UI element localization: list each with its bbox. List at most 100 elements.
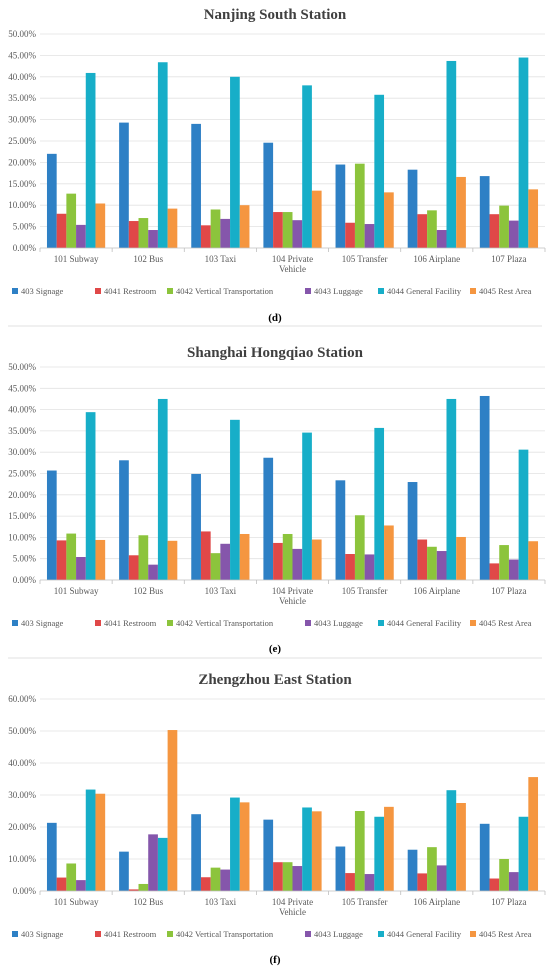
legend-swatch xyxy=(167,931,173,937)
bar xyxy=(311,190,322,248)
bar xyxy=(518,816,529,891)
chart-panel-2: Shanghai Hongqiao Station 0.00% 5.00% 10.00… xyxy=(8,325,546,655)
bar xyxy=(220,543,231,580)
x-tick-label: 107 Plaza xyxy=(491,897,526,907)
bar xyxy=(417,539,428,580)
legend-swatch xyxy=(12,620,18,626)
bar xyxy=(210,553,221,580)
bar xyxy=(528,541,539,580)
y-tick-label: 15.00% xyxy=(8,511,36,521)
legend-label: 4045 Rest Area xyxy=(479,929,532,939)
bar xyxy=(345,554,355,580)
bar xyxy=(407,849,418,891)
x-tick-label: 107 Plaza xyxy=(491,586,526,596)
y-tick-label: 10.00% xyxy=(8,854,36,864)
legend-label: 403 Signage xyxy=(21,618,63,628)
bar xyxy=(311,539,322,580)
bar xyxy=(56,213,67,248)
bar xyxy=(95,539,106,580)
legend-label: 4042 Vertical Transportation xyxy=(176,618,274,628)
bar xyxy=(167,208,178,248)
bar xyxy=(417,214,428,248)
y-tick-label: 20.00% xyxy=(8,822,36,832)
bar xyxy=(499,859,509,891)
y-tick-label: 35.00% xyxy=(8,426,36,436)
bar xyxy=(374,816,385,891)
legend-swatch xyxy=(95,620,101,626)
bar xyxy=(273,542,283,580)
x-tick-label: 101 Subway xyxy=(54,897,99,907)
bar xyxy=(374,427,385,580)
bar xyxy=(489,878,500,891)
chart-title: Zhengzhou East Station xyxy=(198,672,352,688)
bar xyxy=(167,730,178,891)
chart-panel-3: Zhengzhou East Station 0.00% 10.00% 20.00% 3… xyxy=(8,657,546,966)
y-tick-label: 45.00% xyxy=(8,383,36,393)
bar xyxy=(85,72,96,248)
bar xyxy=(119,851,129,891)
bar xyxy=(456,803,466,891)
bar xyxy=(138,883,149,891)
bar xyxy=(335,846,346,891)
bar xyxy=(345,222,355,248)
y-tick-label: 50.00% xyxy=(8,726,36,736)
legend-label: 4041 Restroom xyxy=(104,929,157,939)
bar xyxy=(76,224,86,248)
bar xyxy=(76,557,86,580)
bar xyxy=(230,797,240,891)
bar xyxy=(528,777,539,891)
bar xyxy=(345,873,355,891)
bar xyxy=(364,554,375,580)
legend-swatch xyxy=(167,288,173,294)
y-tick-label: 40.00% xyxy=(8,405,36,415)
y-tick-label: 30.00% xyxy=(8,790,36,800)
y-tick-label: 50.00% xyxy=(8,362,36,372)
bar xyxy=(354,515,365,580)
bar xyxy=(273,212,283,248)
bar xyxy=(95,203,106,248)
x-tick-label: Vehicle xyxy=(279,596,306,606)
bar xyxy=(46,153,57,248)
y-tick-label: 30.00% xyxy=(8,115,36,125)
legend-label: 4044 General Facility xyxy=(387,286,462,296)
panel-label: (f) xyxy=(270,954,281,966)
x-tick-label: 104 Private xyxy=(272,254,313,264)
bar xyxy=(128,889,139,891)
legend-swatch xyxy=(167,620,173,626)
bar xyxy=(119,122,129,248)
bar xyxy=(263,457,274,580)
bar xyxy=(302,432,312,580)
bar xyxy=(489,214,500,248)
bar xyxy=(311,811,322,891)
bar xyxy=(407,169,418,248)
bar xyxy=(479,823,490,891)
y-tick-label: 0.00% xyxy=(13,886,37,896)
legend-swatch xyxy=(470,288,476,294)
bar xyxy=(157,62,168,248)
bar xyxy=(292,548,303,580)
bar xyxy=(479,176,490,248)
legend-swatch xyxy=(12,931,18,937)
y-tick-label: 30.00% xyxy=(8,447,36,457)
legend-swatch xyxy=(378,620,384,626)
legend-label: 403 Signage xyxy=(21,929,63,939)
bar xyxy=(302,85,312,248)
bar xyxy=(427,546,437,580)
legend-label: 4042 Vertical Transportation xyxy=(176,929,274,939)
x-tick-label: Vehicle xyxy=(279,264,306,274)
bar xyxy=(157,398,168,580)
bar xyxy=(292,220,303,248)
legend-label: 4043 Luggage xyxy=(314,286,363,296)
bar xyxy=(282,862,293,891)
x-tick-label: 103 Taxi xyxy=(205,897,237,907)
legend-label: 4042 Vertical Transportation xyxy=(176,286,274,296)
panel-label: (e) xyxy=(269,643,282,655)
bar xyxy=(417,873,428,891)
y-tick-label: 5.00% xyxy=(13,222,37,232)
legend-label: 403 Signage xyxy=(21,286,63,296)
x-tick-label: 103 Taxi xyxy=(205,586,237,596)
legend-swatch xyxy=(378,288,384,294)
legend-swatch xyxy=(12,288,18,294)
